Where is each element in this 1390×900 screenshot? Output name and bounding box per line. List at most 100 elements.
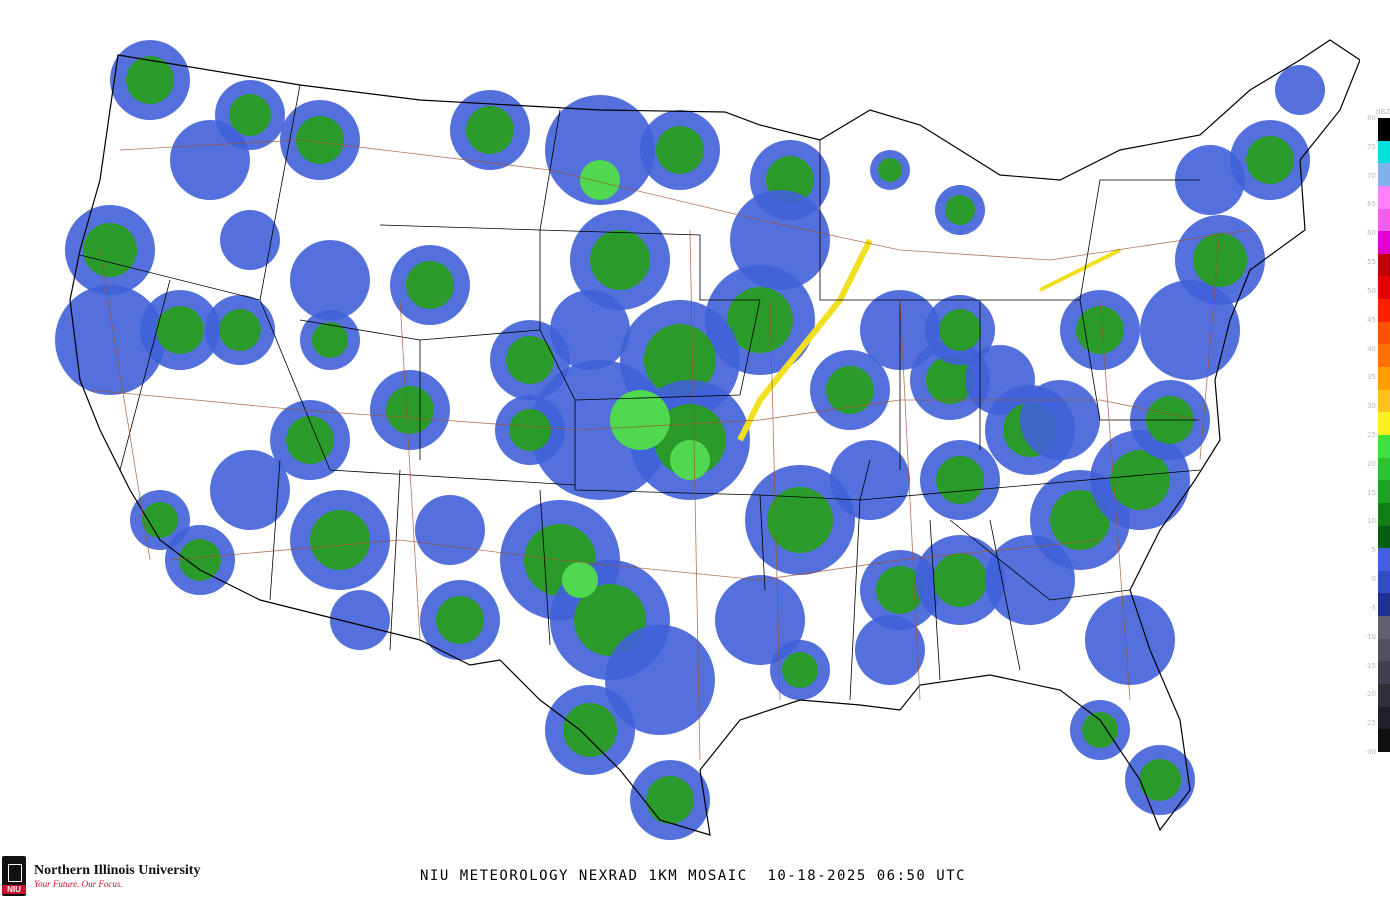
color-swatch bbox=[1378, 593, 1390, 617]
colorbar-tick-label: 0 bbox=[1371, 575, 1376, 584]
color-swatch bbox=[1378, 231, 1390, 254]
colorbar-tick-label: 40 bbox=[1367, 344, 1376, 353]
echo-light bbox=[1082, 712, 1118, 748]
echo-light bbox=[1076, 306, 1124, 354]
color-swatch bbox=[1378, 321, 1390, 345]
colorbar-tick-label: -30 bbox=[1364, 748, 1376, 756]
radar-map bbox=[55, 39, 1360, 840]
echo-weak bbox=[830, 440, 910, 520]
echo-light bbox=[936, 456, 984, 504]
echo-weak bbox=[290, 240, 370, 320]
color-swatch bbox=[1378, 208, 1390, 232]
colorbar-tick-label: 10 bbox=[1367, 517, 1376, 526]
color-swatch bbox=[1378, 616, 1390, 639]
echo-light bbox=[179, 539, 221, 581]
echo-weak bbox=[210, 450, 290, 530]
dbz-color-legend: dBZ 80 75 70 65 60 55 50 45 40 35 30 25 20 15 10 5 0 -5 -10… bbox=[1362, 108, 1390, 756]
niu-logo: NIU Northern Illinois University Your Fu… bbox=[2, 856, 200, 896]
echo-weak bbox=[545, 95, 655, 205]
colorbar-tick-label: 70 bbox=[1367, 171, 1376, 180]
echo-light bbox=[296, 116, 344, 164]
color-swatch bbox=[1378, 548, 1390, 571]
colorbar-tick-label: 50 bbox=[1367, 286, 1376, 295]
echo-heavy bbox=[1039, 248, 1121, 292]
color-swatch bbox=[1378, 729, 1390, 752]
color-swatch bbox=[1378, 525, 1390, 549]
echo-weak bbox=[730, 190, 830, 290]
colorbar-tick-label: 20 bbox=[1367, 459, 1376, 468]
echo-light bbox=[876, 566, 924, 614]
echo-light bbox=[1246, 136, 1294, 184]
us-outline bbox=[69, 39, 1360, 836]
echo-light bbox=[509, 409, 551, 451]
echo-light bbox=[782, 652, 818, 688]
university-tagline: Your Future. Our Focus. bbox=[34, 879, 123, 889]
echo-light bbox=[767, 487, 833, 553]
color-swatch bbox=[1378, 344, 1390, 368]
echo-weak bbox=[415, 495, 485, 565]
unit-label: dBZ bbox=[1376, 108, 1390, 116]
state-boundaries bbox=[79, 84, 1201, 701]
echo-moderate bbox=[580, 160, 620, 200]
map-title: NIU METEOROLOGY NEXRAD 1KM MOSAIC 10-18-… bbox=[420, 868, 967, 884]
echo-light bbox=[644, 324, 716, 396]
color-swatch bbox=[1378, 163, 1390, 186]
color-swatch bbox=[1378, 570, 1390, 594]
echo-weak bbox=[330, 590, 390, 650]
echo-light bbox=[656, 126, 704, 174]
echo-light bbox=[646, 776, 694, 824]
echo-weak bbox=[1275, 65, 1325, 115]
echo-light bbox=[312, 322, 348, 358]
echo-light bbox=[126, 56, 174, 104]
niu-seal-icon: NIU bbox=[2, 856, 26, 896]
echo-weak bbox=[1175, 145, 1245, 215]
color-swatch bbox=[1378, 706, 1390, 730]
echo-light bbox=[1193, 233, 1247, 287]
echo-light bbox=[466, 106, 514, 154]
color-swatch bbox=[1378, 457, 1390, 481]
echo-light bbox=[727, 287, 793, 353]
echo-light bbox=[1139, 759, 1181, 801]
echo-light bbox=[926, 356, 974, 404]
echo-light bbox=[933, 553, 987, 607]
echo-light bbox=[939, 309, 981, 351]
echo-weak bbox=[220, 210, 280, 270]
colorbar-tick-label: 80 bbox=[1367, 114, 1376, 122]
color-scale-strip bbox=[1378, 118, 1390, 752]
echo-light bbox=[878, 158, 902, 182]
colorbar-tick-label: 35 bbox=[1367, 373, 1376, 382]
echo-light bbox=[286, 416, 334, 464]
echo-weak bbox=[55, 285, 165, 395]
highways bbox=[89, 139, 1251, 761]
colorbar-tick-label: 75 bbox=[1367, 142, 1376, 151]
color-swatch bbox=[1378, 638, 1390, 662]
echo-weak bbox=[550, 290, 630, 370]
echo-light bbox=[590, 230, 650, 290]
echo-light bbox=[563, 703, 617, 757]
color-swatch bbox=[1378, 389, 1390, 413]
echo-weak bbox=[170, 120, 250, 200]
echo-light bbox=[310, 510, 370, 570]
echo-weak bbox=[1140, 280, 1240, 380]
color-swatch bbox=[1378, 412, 1390, 435]
colorbar-tick-label: 30 bbox=[1367, 402, 1376, 411]
echo-weak bbox=[605, 625, 715, 735]
color-swatch bbox=[1378, 299, 1390, 322]
echo-weak bbox=[855, 615, 925, 685]
echo-light bbox=[229, 94, 271, 136]
color-swatch bbox=[1378, 276, 1390, 300]
echo-light bbox=[1050, 490, 1110, 550]
echo-light bbox=[156, 306, 204, 354]
echo-light bbox=[945, 195, 975, 225]
colorbar-tick-label: -20 bbox=[1364, 690, 1376, 699]
echo-light bbox=[219, 309, 261, 351]
color-swatch bbox=[1378, 118, 1390, 141]
colorbar-tick-label: 60 bbox=[1367, 229, 1376, 238]
echo-weak bbox=[715, 575, 805, 665]
color-swatch bbox=[1378, 684, 1390, 707]
echo-light bbox=[142, 502, 178, 538]
echo-light bbox=[436, 596, 484, 644]
color-swatch bbox=[1378, 502, 1390, 526]
colorbar-tick-label: 55 bbox=[1367, 258, 1376, 267]
echo-light bbox=[386, 386, 434, 434]
